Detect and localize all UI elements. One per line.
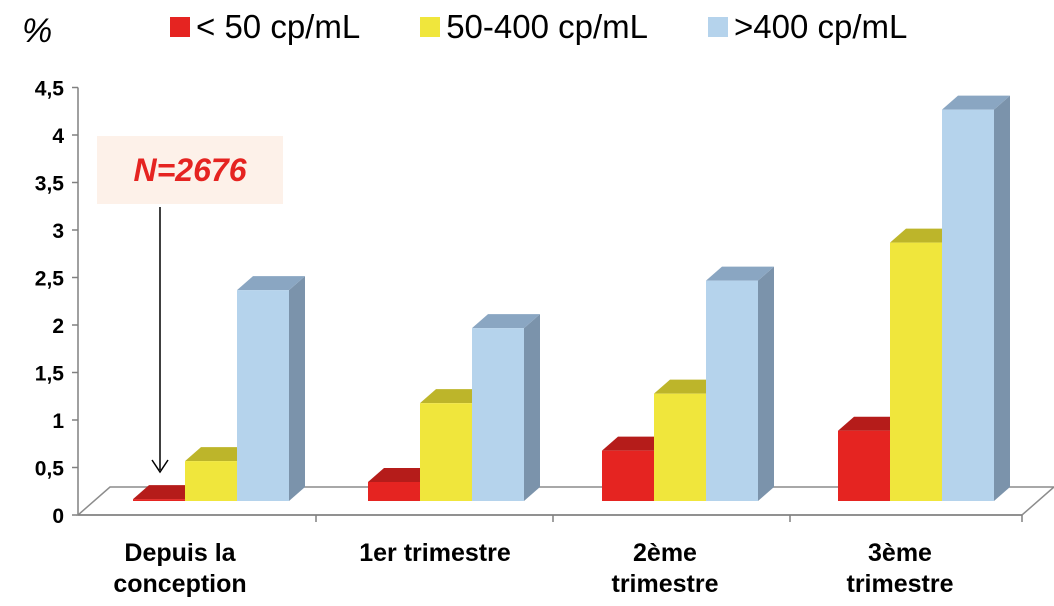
bar-front xyxy=(420,403,472,501)
bar-side xyxy=(994,95,1010,501)
legend-label-lt50: < 50 cp/mL xyxy=(196,8,361,45)
bar-top xyxy=(185,447,253,462)
legend-item-gt400: >400 cp/mL xyxy=(707,8,908,46)
annotation-label: N=2676 xyxy=(133,151,247,188)
bar-front xyxy=(133,499,185,501)
y-tick-label: 1,5 xyxy=(35,363,65,386)
bar-front xyxy=(368,482,420,501)
bar-top xyxy=(472,314,540,329)
bar-top xyxy=(237,276,305,291)
bar-front xyxy=(472,328,524,501)
bar-top xyxy=(133,485,201,500)
bar-2-2 xyxy=(706,266,774,501)
bar-top xyxy=(602,436,670,451)
y-tick-label: 0,5 xyxy=(35,458,65,481)
legend-item-lt50: < 50 cp/mL xyxy=(170,8,360,46)
y-tick-label: 2 xyxy=(52,315,64,338)
bar-top xyxy=(706,266,774,281)
y-tick-label: 1 xyxy=(52,410,64,433)
bar-top xyxy=(890,228,958,243)
bar-side xyxy=(758,266,774,501)
category-label-1: 1er trimestre xyxy=(359,539,511,567)
legend-label-gt400: >400 cp/mL xyxy=(733,8,908,45)
legend-swatch-blue xyxy=(707,17,728,37)
y-tick-label: 3,5 xyxy=(35,173,65,196)
bar-front xyxy=(602,450,654,501)
bar-front xyxy=(890,242,942,501)
bar-front xyxy=(185,461,237,501)
y-axis-unit-label: % xyxy=(22,12,53,50)
legend-swatch-yellow xyxy=(420,17,441,37)
bar-top xyxy=(942,95,1010,110)
bar-side xyxy=(524,314,540,501)
bar-top xyxy=(654,379,722,394)
annotation-box: N=2676 xyxy=(97,136,283,204)
legend-swatch-red xyxy=(170,17,190,37)
y-tick-label: 4 xyxy=(52,125,64,148)
legend-label-50-400: 50-400 cp/mL xyxy=(446,8,648,45)
bar-3-2 xyxy=(942,95,1010,501)
y-tick-label: 4,5 xyxy=(35,78,65,101)
bar-front xyxy=(706,280,758,501)
bar-front xyxy=(838,430,890,501)
bar-front xyxy=(942,109,994,501)
legend: < 50 cp/mL 50-400 cp/mL >400 cp/mL xyxy=(170,8,967,46)
bar-1-2 xyxy=(472,314,540,501)
annotation-arrow-head xyxy=(151,459,169,474)
bar-front xyxy=(237,290,289,501)
category-label-2: 2ème trimestre xyxy=(611,539,719,598)
category-label-0: Depuis la conception xyxy=(113,539,247,598)
bar-0-2 xyxy=(237,276,305,501)
y-tick-label: 0 xyxy=(52,505,64,528)
bar-top xyxy=(420,389,488,404)
bar-side xyxy=(289,276,305,501)
bar-top xyxy=(368,468,436,482)
category-label-3: 3ème trimestre xyxy=(846,539,954,598)
bar-top xyxy=(838,416,906,431)
legend-item-50-400: 50-400 cp/mL xyxy=(420,8,648,46)
bar-front xyxy=(654,393,706,501)
y-tick-label: 2,5 xyxy=(35,268,65,291)
y-tick-label: 3 xyxy=(52,220,64,243)
